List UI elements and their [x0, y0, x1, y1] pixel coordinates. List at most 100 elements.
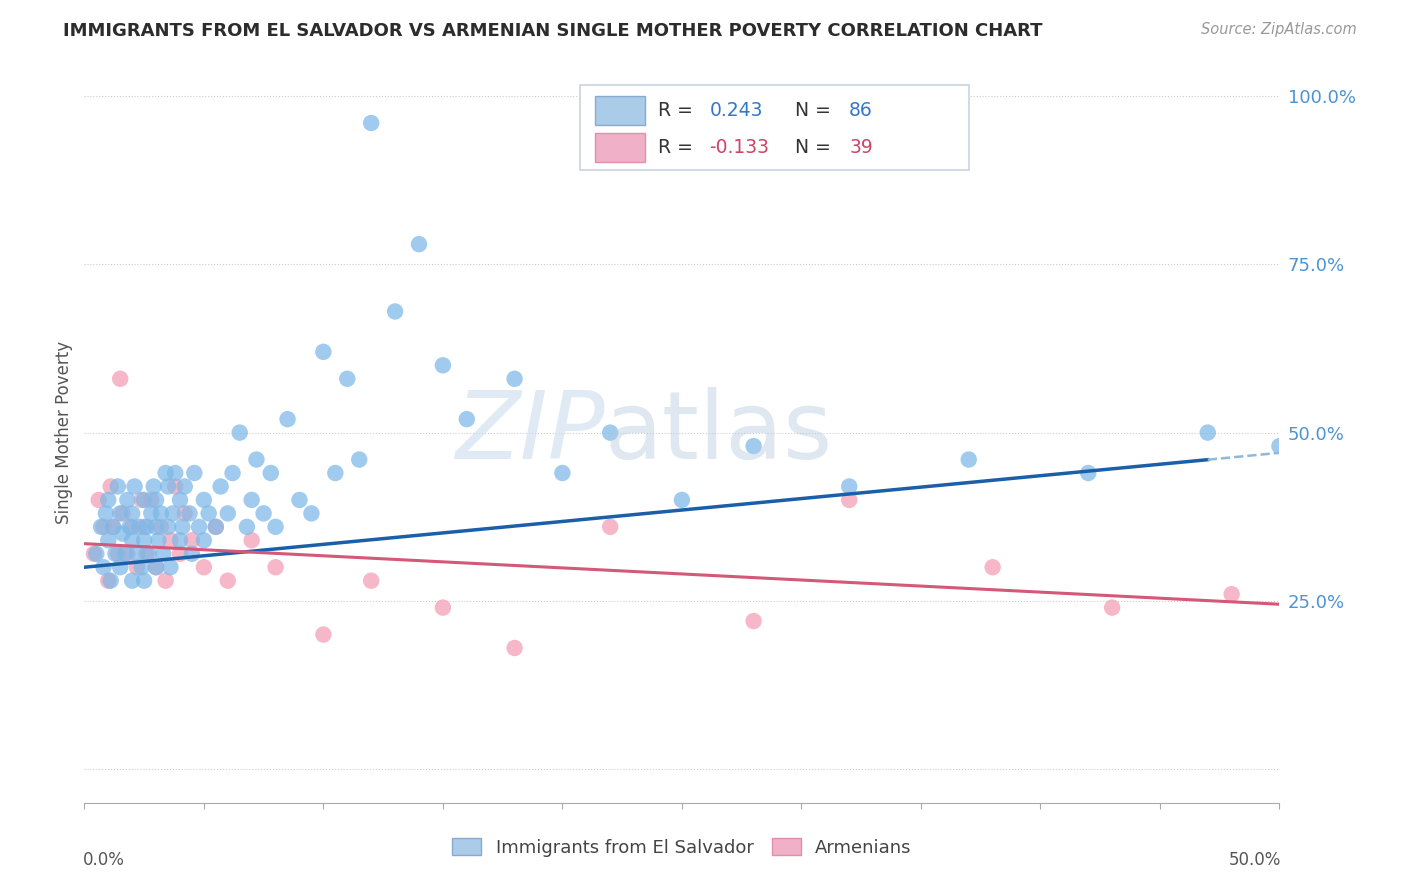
Point	[121, 520, 143, 534]
Point	[125, 547, 148, 561]
Point	[145, 560, 167, 574]
Point	[152, 547, 174, 561]
Point	[301, 507, 323, 521]
Point	[1268, 439, 1291, 453]
Point	[742, 439, 765, 453]
Point	[312, 627, 335, 641]
Point	[155, 574, 177, 588]
Point	[117, 547, 139, 561]
Point	[121, 507, 143, 521]
Point	[183, 466, 205, 480]
Point	[325, 466, 347, 480]
Point	[456, 412, 478, 426]
Text: N =: N =	[796, 101, 838, 120]
Point	[193, 492, 215, 507]
Point	[312, 344, 335, 359]
Point	[97, 533, 120, 548]
Point	[117, 492, 139, 507]
Point	[360, 116, 382, 130]
Point	[408, 237, 430, 252]
Point	[360, 574, 382, 588]
Point	[83, 547, 105, 561]
Point	[141, 507, 163, 521]
Point	[260, 466, 283, 480]
Point	[107, 547, 129, 561]
Point	[101, 520, 124, 534]
Point	[1220, 587, 1243, 601]
Point	[551, 466, 574, 480]
Point	[149, 507, 172, 521]
Text: Source: ZipAtlas.com: Source: ZipAtlas.com	[1201, 22, 1357, 37]
Point	[141, 492, 163, 507]
Point	[173, 479, 195, 493]
Point	[132, 492, 156, 507]
Point	[107, 479, 129, 493]
Point	[169, 533, 191, 548]
Text: IMMIGRANTS FROM EL SALVADOR VS ARMENIAN SINGLE MOTHER POVERTY CORRELATION CHART: IMMIGRANTS FROM EL SALVADOR VS ARMENIAN …	[63, 22, 1043, 40]
Point	[118, 520, 141, 534]
Point	[188, 520, 211, 534]
Point	[162, 507, 184, 521]
Point	[93, 560, 115, 574]
Point	[253, 507, 276, 521]
Point	[131, 492, 153, 507]
Point	[90, 520, 112, 534]
Point	[114, 547, 136, 561]
Text: N =: N =	[796, 138, 838, 157]
Point	[205, 520, 228, 534]
Point	[125, 560, 148, 574]
Point	[169, 492, 191, 507]
Point	[236, 520, 259, 534]
Point	[149, 520, 172, 534]
Point	[142, 479, 165, 493]
Point	[155, 466, 177, 480]
Point	[159, 560, 181, 574]
Point	[131, 560, 153, 574]
Point	[197, 507, 219, 521]
Text: 50.0%: 50.0%	[1229, 851, 1281, 869]
Point	[145, 492, 167, 507]
Point	[165, 479, 187, 493]
Point	[181, 547, 204, 561]
Point	[1077, 466, 1099, 480]
Point	[132, 533, 156, 548]
FancyBboxPatch shape	[595, 133, 645, 162]
Point	[838, 479, 860, 493]
Point	[503, 640, 526, 655]
Text: 86: 86	[849, 101, 873, 120]
Point	[173, 507, 195, 521]
Point	[124, 479, 146, 493]
Point	[432, 359, 454, 373]
Point	[349, 452, 371, 467]
FancyBboxPatch shape	[595, 95, 645, 126]
Point	[288, 492, 311, 507]
Point	[599, 425, 621, 440]
Point	[671, 492, 693, 507]
Point	[957, 452, 980, 467]
Point	[121, 574, 143, 588]
Point	[432, 600, 454, 615]
Point	[742, 614, 765, 628]
Text: 0.0%: 0.0%	[83, 851, 125, 869]
Text: ZIP: ZIP	[454, 387, 605, 478]
Point	[135, 547, 157, 561]
Text: R =: R =	[658, 138, 699, 157]
Point	[157, 479, 180, 493]
Point	[110, 507, 132, 521]
Point	[245, 452, 267, 467]
Point	[229, 425, 252, 440]
Point	[132, 520, 156, 534]
Point	[93, 520, 115, 534]
Text: atlas: atlas	[605, 386, 832, 479]
Point	[111, 507, 134, 521]
Legend: Immigrants from El Salvador, Armenians: Immigrants from El Salvador, Armenians	[446, 830, 918, 864]
Point	[135, 520, 157, 534]
Point	[97, 492, 120, 507]
Text: 0.243: 0.243	[710, 101, 763, 120]
Point	[100, 574, 122, 588]
Point	[169, 547, 191, 561]
Point	[148, 533, 170, 548]
Point	[159, 533, 181, 548]
Point	[104, 547, 127, 561]
Point	[97, 574, 120, 588]
